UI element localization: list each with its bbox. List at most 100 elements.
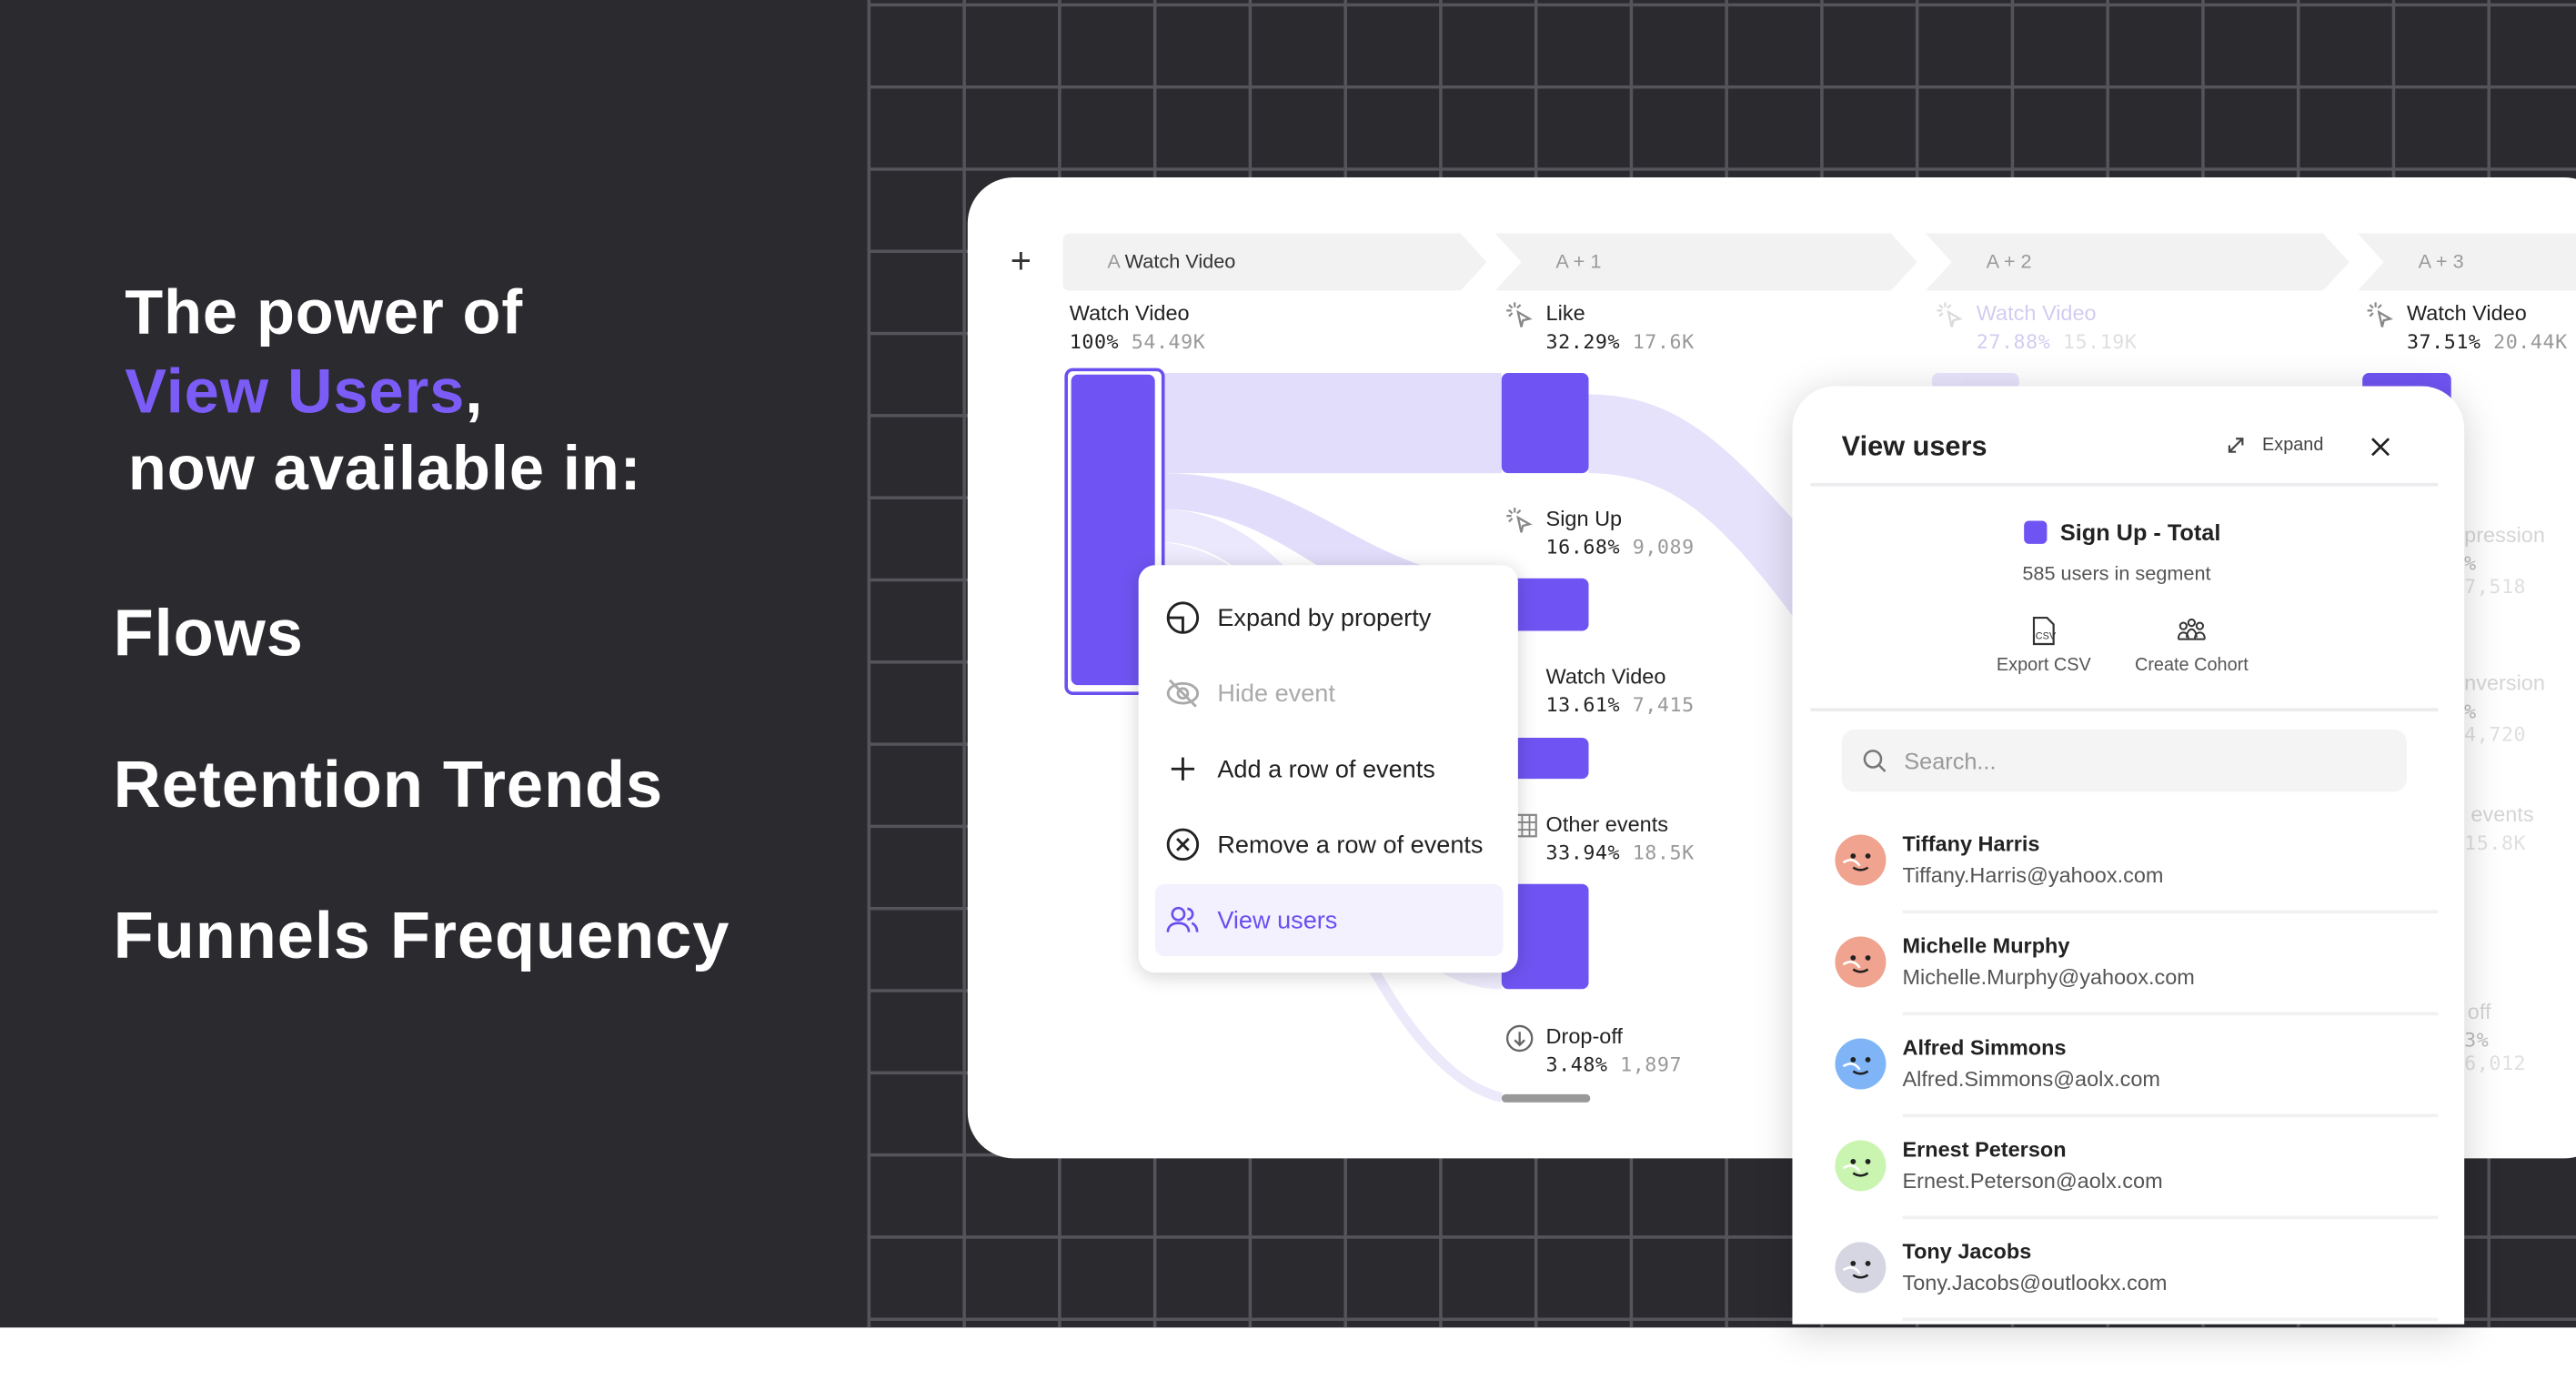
menu-item-hide-event[interactable]: Hide event <box>1155 657 1504 729</box>
divider <box>1810 708 2439 712</box>
user-name: Alfred Simmons <box>1902 1034 2067 1060</box>
user-email: Tiffany.Harris@yahoox.com <box>1902 862 2164 888</box>
node-label: Sign Up <box>1545 506 1623 531</box>
cursor-click-icon <box>2367 302 2394 327</box>
users-icon <box>1165 902 1202 939</box>
node-value: 32.29% 17.6K <box>1545 330 1695 354</box>
cursor-click-icon <box>1506 302 1533 327</box>
node-value: 13.61% 7,415 <box>1545 693 1695 717</box>
node-value: 37.51% 20.44K <box>2406 330 2568 354</box>
segment-count: 585 users in segment <box>2022 561 2211 585</box>
export-csv-button[interactable]: CSV Export CSV <box>1987 616 2101 675</box>
csv-file-icon: CSV <box>2032 617 2057 646</box>
hero-comma: , <box>465 358 484 428</box>
menu-item-label: Hide event <box>1217 679 1335 708</box>
expand-button[interactable]: Expand <box>2226 435 2324 456</box>
feature-flows: Flows <box>113 598 304 670</box>
view-users-panel: View users Expand Sign Up - Total 585 us… <box>1792 386 2465 1324</box>
user-row[interactable]: Ernest Peterson Ernest.Peterson@aolx.com <box>1792 1117 2464 1220</box>
node-label: Watch Video <box>1069 300 1190 326</box>
node-value: 33.94% 18.5K <box>1545 841 1695 865</box>
node-label: Watch Video <box>2406 300 2527 326</box>
step-label: A + 2 <box>1986 249 2032 273</box>
avatar <box>1835 1038 1887 1090</box>
cursor-click-icon <box>1937 302 1963 327</box>
row-divider <box>1902 910 2439 914</box>
hero-line-3: now available in: <box>127 435 642 505</box>
menu-item-label: Remove a row of events <box>1217 830 1484 859</box>
menu-item-label: Expand by property <box>1217 603 1432 632</box>
avatar <box>1835 936 1887 988</box>
user-name: Michelle Murphy <box>1902 932 2070 958</box>
step-a-plus-2[interactable]: A + 2 <box>1926 233 2350 290</box>
flow-bar-a2[interactable] <box>1931 372 2019 390</box>
feature-retention-trends: Retention Trends <box>113 749 664 822</box>
hero-line-2: View Users, <box>125 358 483 429</box>
segment-color-swatch <box>2024 520 2048 544</box>
node-label: Drop-off <box>1545 1023 1623 1049</box>
search-input[interactable]: Search... <box>1841 729 2407 792</box>
user-row[interactable]: Tony Jacobs Tony.Jacobs@outlookx.com <box>1792 1219 2464 1322</box>
menu-item-expand-by-property[interactable]: Expand by property <box>1155 581 1504 653</box>
export-csv-label: Export CSV <box>1996 655 2091 676</box>
node-label: Other events <box>1545 811 1669 837</box>
menu-item-remove-row[interactable]: Remove a row of events <box>1155 809 1504 881</box>
search-icon <box>1863 750 1887 772</box>
plus-icon <box>1165 750 1202 787</box>
step-label: A + 1 <box>1555 249 1602 273</box>
hero-accent: View Users <box>125 358 466 428</box>
row-divider <box>1902 1215 2439 1220</box>
user-email: Alfred.Simmons@aolx.com <box>1902 1066 2160 1092</box>
expand-label: Expand <box>2262 435 2324 456</box>
user-row[interactable]: Tiffany Harris Tiffany.Harris@yahoox.com <box>1792 811 2464 914</box>
menu-item-view-users[interactable]: View users <box>1154 883 1504 957</box>
selected-bar-outline <box>1064 368 1165 695</box>
scrollbar[interactable] <box>1501 1093 1591 1103</box>
user-name: Tiffany Harris <box>1902 831 2040 856</box>
menu-item-label: View users <box>1217 906 1338 934</box>
step-prefix: A <box>1107 249 1120 273</box>
user-email: Tony.Jacobs@outlookx.com <box>1902 1270 2168 1295</box>
user-row[interactable]: Alfred Simmons Alfred.Simmons@aolx.com <box>1792 1015 2464 1118</box>
user-name: Ernest Peterson <box>1902 1136 2067 1162</box>
create-cohort-button[interactable]: Create Cohort <box>2121 616 2262 675</box>
node-label: Like <box>1545 300 1585 326</box>
svg-text:CSV: CSV <box>2036 631 2057 642</box>
node-value: 15.8K <box>2464 831 2527 855</box>
step-a-plus-1[interactable]: A + 1 <box>1495 233 1917 290</box>
menu-item-add-row[interactable]: Add a row of events <box>1155 733 1504 805</box>
step-label: A + 3 <box>2418 249 2464 273</box>
row-divider <box>1902 1317 2439 1322</box>
panel-title: View users <box>1841 430 1987 462</box>
close-icon[interactable] <box>2370 437 2390 457</box>
node-label: nversion <box>2464 670 2545 695</box>
node-value: 27.88% 15.19K <box>1976 330 2138 354</box>
node-label: Watch Video <box>1976 300 2097 326</box>
node-value: 3.48% 1,897 <box>1545 1053 1683 1077</box>
user-row[interactable]: Michelle Murphy Michelle.Murphy@yahoox.co… <box>1792 913 2464 1016</box>
cursor-click-icon <box>1506 508 1533 533</box>
node-label: pression <box>2464 522 2545 548</box>
eye-off-icon <box>1165 675 1202 711</box>
node-value: % 7,518 <box>2464 551 2527 599</box>
avatar <box>1835 1242 1887 1294</box>
band-like-out <box>1588 394 1799 625</box>
row-divider <box>1902 1113 2439 1118</box>
expand-property-icon <box>1165 599 1202 636</box>
avatar <box>1835 1140 1887 1192</box>
create-cohort-label: Create Cohort <box>2134 655 2249 676</box>
circle-x-icon <box>1165 826 1202 862</box>
node-label: Watch Video <box>1545 663 1666 689</box>
user-name: Tony Jacobs <box>1902 1238 2032 1264</box>
step-a-plus-3[interactable]: A + 3 <box>2358 233 2576 290</box>
add-step-button[interactable]: + <box>1010 239 1031 281</box>
user-email: Michelle.Murphy@yahoox.com <box>1902 964 2195 990</box>
node-value: % 4,720 <box>2464 700 2527 746</box>
step-label: Watch Video <box>1124 249 1236 273</box>
drop-off-icon <box>1505 1024 1534 1053</box>
node-value: 100% 54.49K <box>1069 330 1206 354</box>
node-label: off <box>2467 999 2491 1024</box>
step-a[interactable]: A Watch Video <box>1063 233 1487 290</box>
flow-bar-like[interactable] <box>1501 372 1589 474</box>
context-menu: Expand by property Hide event Add a row … <box>1138 565 1518 973</box>
